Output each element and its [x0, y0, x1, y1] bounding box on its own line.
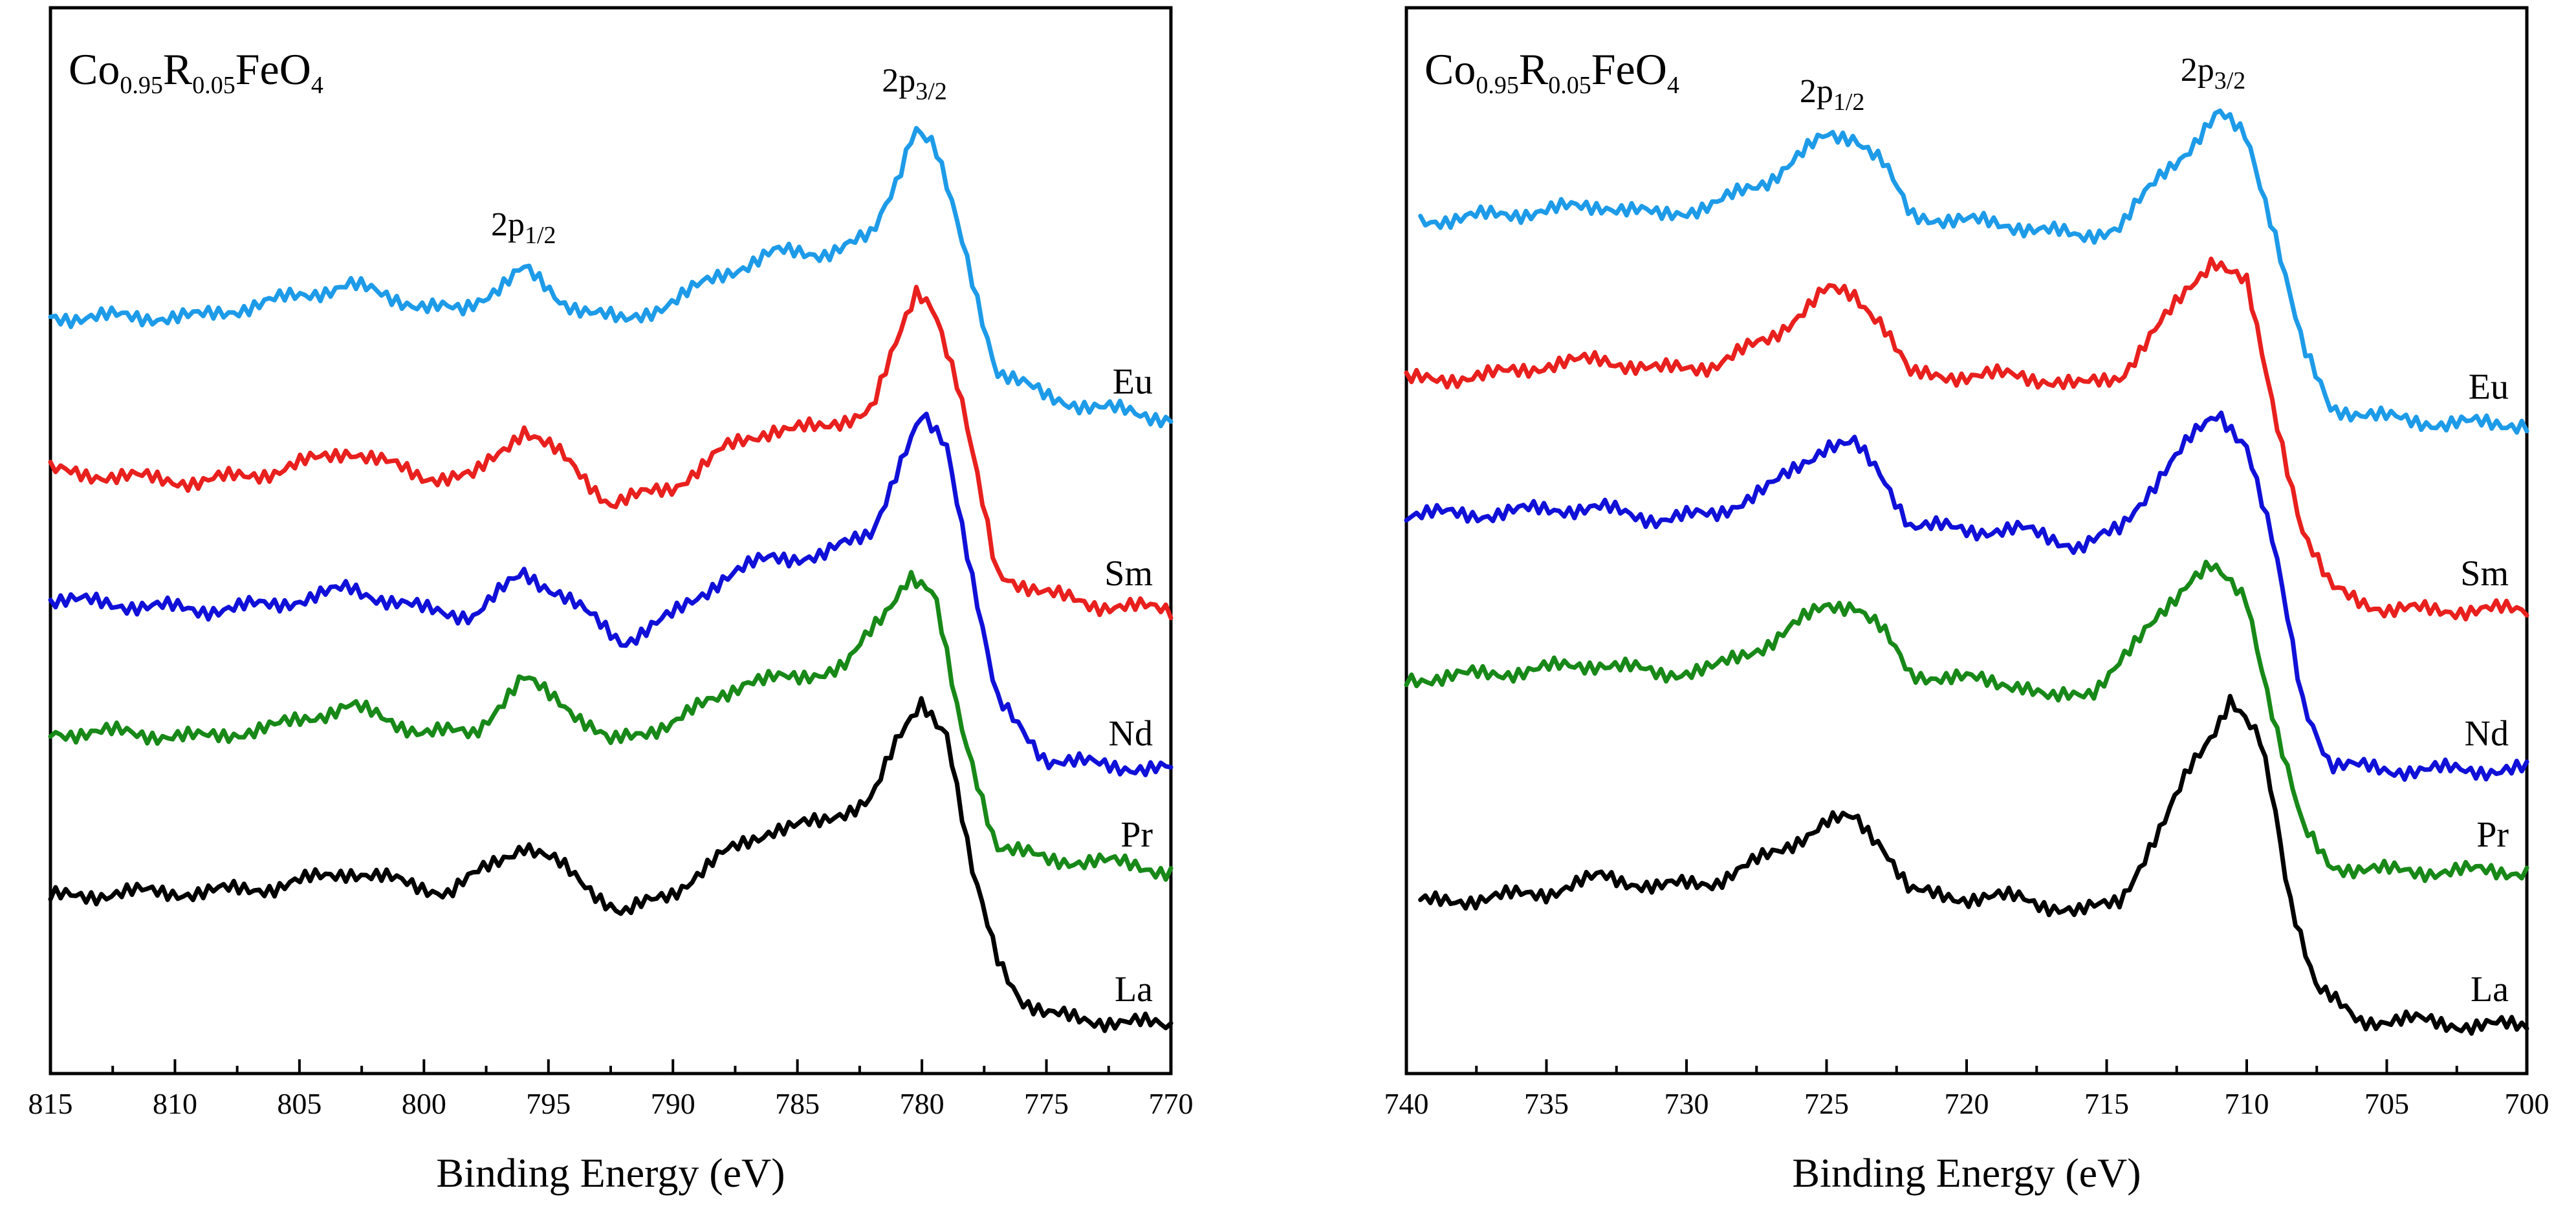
peak-label-3-2: 2p3/2: [882, 62, 947, 105]
x-tick-label-780: 780: [900, 1087, 944, 1120]
series-line-nd: [48, 411, 1173, 777]
x-tick-label-795: 795: [526, 1087, 571, 1120]
x-axis-title: Binding Energy (eV): [436, 1150, 785, 1196]
series-line-la: [48, 696, 1173, 1033]
series-label-pr: Pr: [1120, 815, 1153, 855]
series-label-sm: Sm: [2460, 554, 2509, 594]
x-tick-label-700: 700: [2505, 1087, 2549, 1120]
peak-label-1-2: 2p1/2: [1800, 73, 1865, 116]
series-label-pr: Pr: [2476, 815, 2509, 855]
series-line-la: [1418, 693, 2529, 1036]
x-axis-title: Binding Energy (eV): [1792, 1150, 2141, 1196]
right-panel: 740 735 730 725 720 715 710 705 700 Binding Energ…: [1384, 6, 2549, 1196]
x-tick-label-800: 800: [402, 1087, 446, 1120]
series-label-la: La: [2471, 969, 2509, 1010]
plot-frame: [49, 6, 1173, 1075]
x-tick-label-730: 730: [1665, 1087, 1709, 1120]
series-line-eu: [48, 125, 1173, 429]
series-label-la: La: [1115, 969, 1153, 1010]
plot-frame: [1404, 6, 2529, 1075]
series-line-eu: [1418, 108, 2529, 435]
series-label-eu: Eu: [2469, 367, 2509, 407]
x-tick-label-770: 770: [1149, 1087, 1194, 1120]
series-line-pr: [48, 570, 1173, 882]
series-line-sm: [1404, 256, 2529, 621]
x-tick-label-740: 740: [1384, 1087, 1429, 1120]
x-tick-label-705: 705: [2364, 1087, 2409, 1120]
x-tick-label-735: 735: [1524, 1087, 1569, 1120]
x-tick-label-725: 725: [1804, 1087, 1849, 1120]
x-tick-label-805: 805: [277, 1087, 322, 1120]
panel-title: Co0.95R0.05FeO4: [1424, 45, 1679, 99]
series-line-sm: [48, 285, 1173, 620]
x-tick-label-790: 790: [651, 1087, 695, 1120]
x-tick-label-715: 715: [2084, 1087, 2129, 1120]
peak-label-3-2: 2p3/2: [2181, 52, 2246, 94]
series-line-nd: [1404, 410, 2529, 782]
peak-label-1-2: 2p1/2: [491, 206, 556, 249]
x-tick-label-720: 720: [1945, 1087, 1989, 1120]
left-panel: 815 810 805 800 795 790 785 780 775 770 Binding En…: [28, 6, 1194, 1196]
series-label-nd: Nd: [1109, 713, 1153, 753]
x-tick-label-810: 810: [153, 1087, 197, 1120]
series-label-eu: Eu: [1113, 362, 1153, 402]
x-tick-label-785: 785: [775, 1087, 820, 1120]
series-label-nd: Nd: [2465, 713, 2509, 753]
series-label-sm: Sm: [1104, 554, 1153, 594]
x-tick-label-710: 710: [2225, 1087, 2269, 1120]
series-line-pr: [1404, 559, 2529, 883]
x-tick-label-775: 775: [1024, 1087, 1069, 1120]
x-tick-label-815: 815: [28, 1087, 73, 1120]
panel-title: Co0.95R0.05FeO4: [69, 45, 323, 99]
